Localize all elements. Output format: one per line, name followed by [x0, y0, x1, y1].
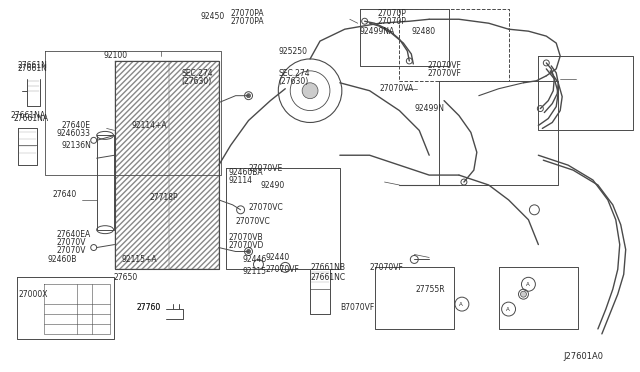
Text: 92499NA: 92499NA	[360, 27, 395, 36]
Text: 27640EA: 27640EA	[57, 230, 92, 239]
Text: 27650: 27650	[113, 273, 138, 282]
Text: 27640: 27640	[52, 190, 76, 199]
Text: 92460B: 92460B	[47, 255, 76, 264]
Text: 92480: 92480	[412, 27, 435, 36]
Text: 92450: 92450	[201, 12, 225, 21]
Circle shape	[520, 291, 527, 297]
Text: 92440: 92440	[266, 253, 290, 262]
Text: 92115+A: 92115+A	[122, 255, 157, 264]
Text: 27070P: 27070P	[378, 9, 406, 18]
Text: 27070VF: 27070VF	[427, 61, 461, 70]
Circle shape	[246, 250, 250, 253]
Text: 27070VA: 27070VA	[380, 84, 414, 93]
Bar	[115, 61, 169, 269]
Text: 27070V: 27070V	[57, 238, 86, 247]
Text: 92446: 92446	[243, 255, 267, 264]
Circle shape	[302, 83, 318, 99]
Text: 27070VE: 27070VE	[248, 164, 283, 173]
Text: 27661NA: 27661NA	[13, 114, 49, 123]
Text: 27661NC: 27661NC	[310, 273, 345, 282]
Text: 27070VC: 27070VC	[248, 203, 284, 212]
Text: 27760: 27760	[136, 302, 161, 312]
Text: B7070VF: B7070VF	[340, 302, 374, 312]
Text: 92115: 92115	[243, 267, 267, 276]
Text: 27755R: 27755R	[415, 285, 445, 294]
Text: 92114+A: 92114+A	[131, 121, 167, 130]
Text: 92136N: 92136N	[62, 141, 92, 150]
Text: 27070VF: 27070VF	[370, 263, 403, 272]
Text: 9246033: 9246033	[57, 129, 91, 138]
Text: 27661NB: 27661NB	[310, 263, 345, 272]
Text: 27070VF: 27070VF	[266, 265, 300, 274]
Text: SEC.274: SEC.274	[181, 69, 212, 78]
Text: 27070V: 27070V	[57, 246, 86, 255]
Text: 925250: 925250	[278, 46, 307, 55]
Text: 27661N: 27661N	[17, 61, 47, 70]
Text: 27070VB: 27070VB	[228, 233, 263, 242]
Text: J27601A0: J27601A0	[563, 352, 603, 361]
Text: 92490: 92490	[260, 180, 285, 189]
Text: 27070VF: 27070VF	[427, 69, 461, 78]
Text: A: A	[525, 282, 529, 287]
Text: 27070PA: 27070PA	[230, 9, 264, 18]
Text: 92499N: 92499N	[414, 104, 444, 113]
Text: 27070VD: 27070VD	[228, 241, 264, 250]
Text: 92114: 92114	[228, 176, 253, 185]
Text: (27630): (27630)	[278, 77, 308, 86]
Text: SEC.274: SEC.274	[278, 69, 310, 78]
Text: 27640E: 27640E	[62, 121, 91, 130]
Text: 92460BA: 92460BA	[228, 168, 263, 177]
Text: 27000X: 27000X	[19, 290, 48, 299]
Text: A: A	[506, 307, 509, 312]
Text: 27760: 27760	[136, 302, 161, 312]
Text: 27661N: 27661N	[17, 64, 47, 73]
Text: 27070PA: 27070PA	[230, 17, 264, 26]
Bar	[169, 61, 219, 269]
Text: 27661NA: 27661NA	[10, 111, 45, 120]
Text: A: A	[459, 302, 463, 307]
Circle shape	[246, 94, 250, 98]
Text: 92100: 92100	[104, 51, 128, 61]
Text: 27070P: 27070P	[378, 17, 406, 26]
Text: 27070VC: 27070VC	[236, 217, 270, 226]
Text: 27718P: 27718P	[149, 193, 178, 202]
Text: (27630): (27630)	[181, 77, 211, 86]
